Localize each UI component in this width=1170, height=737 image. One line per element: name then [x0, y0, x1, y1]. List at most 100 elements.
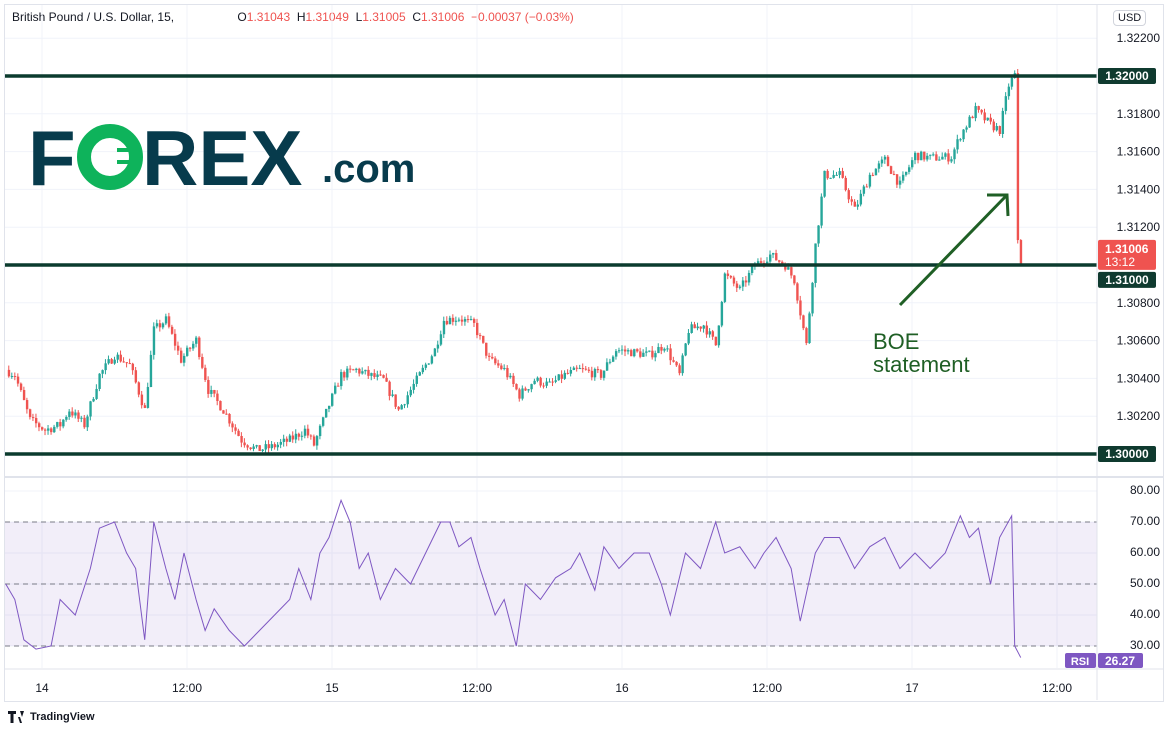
candle-down [189, 347, 192, 349]
candle-down [373, 373, 376, 377]
candle-down [669, 348, 672, 361]
candle-up [53, 426, 56, 433]
time-tick: 15 [325, 681, 339, 695]
price-tick: 1.31200 [1117, 220, 1161, 234]
candle-down [479, 335, 482, 337]
candle-up [346, 368, 349, 378]
candle-down [675, 361, 678, 366]
candle-up [614, 351, 618, 357]
candle-up [621, 349, 624, 351]
candle-down [237, 430, 240, 436]
candle-down [989, 117, 992, 122]
candle-up [361, 371, 364, 374]
candle-up [164, 316, 168, 324]
candle-down [382, 375, 385, 378]
candle-up [859, 193, 863, 205]
candle-up [182, 355, 186, 363]
candle-down [551, 381, 554, 383]
annotation-line2: statement [873, 352, 970, 377]
price-tick: 1.32200 [1117, 31, 1161, 45]
candle-up [92, 398, 95, 402]
candle-down [947, 153, 950, 162]
candle-down [844, 177, 847, 191]
candle-up [548, 381, 551, 383]
candle-down [587, 369, 591, 371]
candle-down [201, 356, 204, 368]
rsi-tick: 50.00 [1130, 576, 1160, 590]
candle-up [820, 196, 823, 226]
candle-down [297, 433, 301, 437]
candle-down [460, 319, 464, 322]
candle-up [406, 395, 409, 405]
candle-down [176, 345, 180, 351]
symbol-title[interactable]: British Pound / U.S. Dollar, 15, [12, 10, 175, 24]
candle-down [222, 410, 225, 414]
candle-up [282, 438, 286, 442]
candle-up [430, 356, 434, 364]
candle-down [566, 372, 570, 374]
open-value: 1.31043 [246, 10, 291, 24]
low-label: L [355, 10, 363, 24]
candle-up [415, 375, 418, 384]
candle-down [651, 350, 654, 358]
candle-up [787, 267, 790, 270]
candle-up [448, 317, 452, 325]
candle-up [750, 266, 754, 273]
candle-up [433, 348, 437, 357]
candle-down [7, 369, 11, 377]
candle-down [735, 283, 739, 288]
rsi-tick: 40.00 [1130, 607, 1160, 621]
candle-down [379, 374, 382, 376]
price-tick: 1.30800 [1117, 296, 1161, 310]
candle-up [702, 325, 705, 329]
candle-down [1016, 73, 1020, 241]
candle-down [506, 367, 509, 378]
candle-down [886, 156, 890, 167]
candle-up [723, 273, 727, 302]
candle-down [560, 374, 563, 379]
candle-up [530, 384, 533, 390]
time-tick: 12:00 [1042, 681, 1072, 695]
candle-up [929, 154, 932, 156]
candle-up [814, 243, 817, 283]
candle-down [273, 444, 277, 448]
candle-down [50, 428, 53, 433]
candle-up [324, 408, 328, 418]
candle-down [778, 260, 781, 262]
candle-down [213, 390, 216, 394]
candle-down [624, 349, 627, 352]
candle-down [143, 405, 147, 408]
candle-down [802, 315, 805, 329]
tradingview-brand[interactable]: TradingView [30, 711, 95, 723]
annotation-arrow [898, 194, 1008, 307]
candle-down [472, 319, 476, 323]
candle-up [720, 301, 724, 326]
price-tick: 1.31600 [1117, 145, 1161, 159]
candle-up [956, 139, 959, 150]
candle-up [617, 350, 621, 352]
candle-up [741, 280, 745, 287]
candle-up [642, 352, 645, 357]
candle-down [225, 413, 228, 415]
level-label-box [1098, 68, 1156, 84]
candle-up [829, 177, 832, 179]
candle-down [1019, 240, 1023, 264]
candle-down [923, 151, 926, 160]
currency-button[interactable]: USD [1113, 10, 1147, 26]
candle-up [766, 261, 769, 264]
candle-down [678, 365, 681, 374]
rsi-value-box [1098, 653, 1143, 668]
candle-up [868, 174, 872, 187]
candle-down [59, 422, 62, 427]
candle-up [98, 373, 101, 389]
candle-up [418, 372, 422, 376]
candle-up [327, 405, 331, 409]
candle-up [856, 204, 860, 207]
candle-down [31, 417, 35, 419]
candle-down [847, 190, 850, 200]
axes: 14 12:00 15 12:00 16 12:00 17 12:00 1.30200 1.304… [5, 5, 1164, 700]
candle-up [195, 337, 198, 344]
candle-up [545, 381, 548, 386]
